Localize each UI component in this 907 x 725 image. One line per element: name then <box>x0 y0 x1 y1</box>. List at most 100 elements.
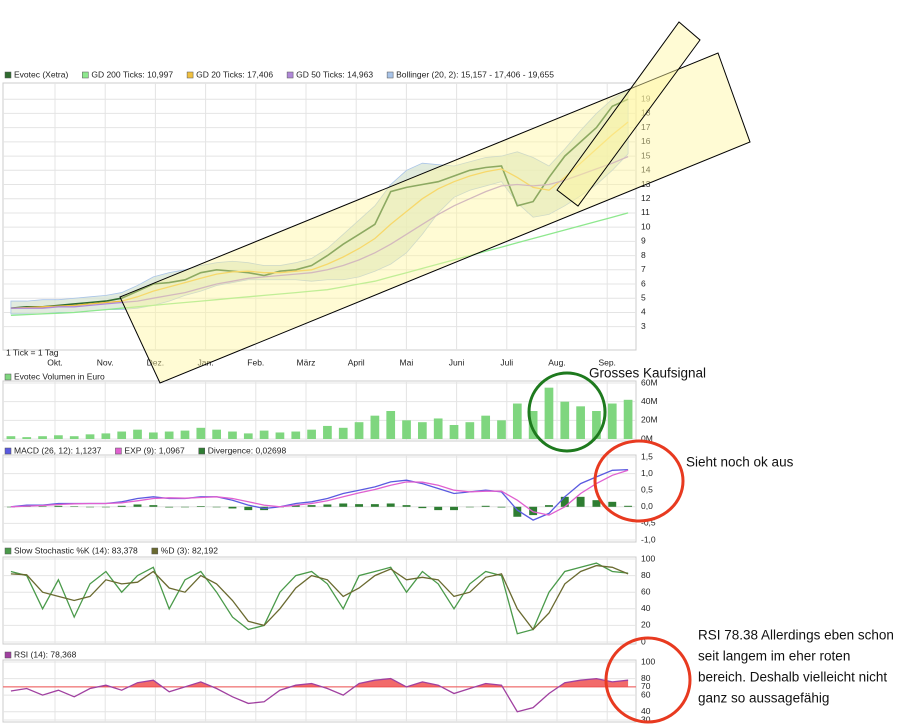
legend-label: Divergence: 0,02698 <box>208 445 287 455</box>
y-tick-label: 10 <box>641 221 651 231</box>
legend-label: GD 200 Ticks: 10,997 <box>91 69 173 79</box>
volume-bar <box>544 387 554 439</box>
legend-swatch <box>4 373 12 381</box>
divergence-bar <box>291 505 300 507</box>
channel <box>119 52 751 384</box>
divergence-bar <box>133 504 142 507</box>
volume-bar <box>196 427 206 439</box>
x-tick-label: Dez. <box>147 357 164 367</box>
legend-swatch <box>4 71 12 79</box>
volume-bar <box>402 420 411 439</box>
circle-green <box>527 371 607 453</box>
volume-bar <box>497 420 506 439</box>
annotation: Grosses Kaufsignal <box>589 366 706 381</box>
panels: 3 4 5 6 7 8 9 10 11 12 13 14 15 16 17 18 19 Evotec (Xetra… <box>2 69 658 724</box>
divergence-bar <box>38 506 47 507</box>
divergence-bar <box>228 506 237 509</box>
circle-red <box>593 439 685 523</box>
divergence-bar <box>339 503 348 507</box>
y-tick-label: 20 <box>641 620 651 630</box>
plot-area <box>2 454 637 543</box>
circle-red <box>604 636 692 724</box>
y-tick-label: 17 <box>641 122 651 132</box>
y-tick-label: 60M <box>641 377 658 387</box>
legend-label: RSI (14): 78,368 <box>14 649 77 659</box>
volume-bar <box>212 429 221 439</box>
y-tick-label: 0,0 <box>641 501 653 511</box>
volume-bar <box>354 422 364 439</box>
divergence-bar <box>608 501 617 507</box>
legend-swatch <box>4 547 12 555</box>
y-tick-label: 9 <box>641 236 646 246</box>
volume-bar <box>6 436 16 439</box>
y-tick-label: -1,0 <box>641 534 656 544</box>
legend-label: EXP (9): 1,0967 <box>124 445 185 455</box>
divergence-bar <box>101 506 110 508</box>
divergence-bar <box>513 506 522 517</box>
legend-swatch <box>4 651 12 659</box>
volume-bar <box>117 431 127 439</box>
legend-swatch <box>286 71 294 79</box>
y-tick-label: 11 <box>641 207 650 217</box>
divergence-bar <box>418 506 427 509</box>
divergence-bar <box>165 506 174 508</box>
legend-label: GD 50 Ticks: 14,963 <box>296 69 373 79</box>
divergence-bar <box>529 506 538 516</box>
annotation: Sieht noch ok aus <box>686 455 794 470</box>
legend-swatch <box>4 447 12 455</box>
overbought-area <box>10 678 629 687</box>
volume-bar <box>449 425 459 439</box>
divergence-bar <box>355 504 364 507</box>
divergence-bar <box>560 496 569 507</box>
divergence-bar <box>212 506 221 508</box>
y-tick-label: 15 <box>641 150 651 160</box>
x-tick-label: Sep. <box>598 357 616 367</box>
divergence-bar <box>545 505 553 507</box>
volume-bar <box>101 433 111 439</box>
legend-label: Evotec Volumen in Euro <box>14 371 105 381</box>
legend-swatch <box>386 71 394 79</box>
plot-area <box>2 556 637 645</box>
volume-bar <box>85 434 95 439</box>
x-tick-label: Aug. <box>548 357 566 367</box>
y-tick-label: 60 <box>641 586 651 596</box>
y-tick-label: 8 <box>641 250 646 260</box>
series-line <box>10 564 629 631</box>
annotation: ganz so aussagefähig <box>698 691 829 706</box>
note: 1 Tick = 1 Tag <box>6 347 59 357</box>
volume-bar <box>323 425 332 439</box>
annotations: Grosses Kaufsignal Sieht noch ok aus RSI… <box>119 21 894 724</box>
legend-label: %D (3): 82,192 <box>161 545 218 555</box>
volume-bar <box>623 399 633 439</box>
y-tick-label: 60 <box>641 689 651 699</box>
annotation: bereich. Deshalb vielleicht nicht <box>698 670 887 685</box>
volume-bar <box>180 430 190 439</box>
volume-bar <box>560 401 570 439</box>
divergence-bar <box>450 506 458 511</box>
plot-area <box>2 380 637 442</box>
x-tick-label: April <box>348 357 365 367</box>
x-tick-label: Jan. <box>198 357 214 367</box>
volume-bar <box>22 437 32 439</box>
series-line <box>10 212 629 316</box>
divergence-bar <box>386 503 395 507</box>
legend-label: GD 20 Ticks: 17,406 <box>196 69 273 79</box>
volume-bar <box>38 436 47 439</box>
y-tick-label: 100 <box>641 656 655 666</box>
volume-bar <box>338 427 348 439</box>
volume-bar <box>133 429 142 439</box>
annotation: RSI 78.38 Allerdings eben schon <box>698 628 894 643</box>
volume-bar <box>481 415 491 439</box>
divergence-bar <box>370 504 379 507</box>
annotation: seit langem im eher roten <box>698 649 850 664</box>
channel-steep <box>556 21 701 207</box>
y-tick-label: 13 <box>641 179 651 189</box>
plot-area <box>2 659 637 723</box>
volume-bar <box>148 432 158 439</box>
divergence-bar <box>244 506 253 511</box>
divergence-bar <box>592 500 601 507</box>
divergence-bar <box>323 504 332 507</box>
y-tick-label: 12 <box>641 193 651 203</box>
volume-bar <box>54 435 63 439</box>
